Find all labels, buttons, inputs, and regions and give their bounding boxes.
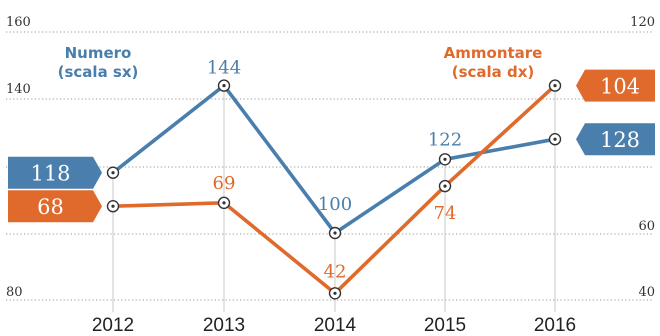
point-dot-numero-2013 <box>222 84 226 88</box>
x-tick-2016: 2016 <box>534 315 576 336</box>
x-axis: 2012 2013 2014 2015 2016 <box>92 315 576 336</box>
point-dot-numero-2015 <box>443 157 447 161</box>
point-dot-ammontare-2016 <box>553 84 557 88</box>
label-numero-2012-box <box>8 156 102 189</box>
left-tick-80: 80 <box>6 285 23 300</box>
label-numero-2012: 118 <box>30 162 70 186</box>
left-tick-160: 160 <box>6 15 31 30</box>
legend-ammontare: Ammontare <box>444 44 543 62</box>
left-tick-140: 140 <box>6 82 31 97</box>
label-ammontare-2014: 42 <box>324 261 347 282</box>
data-labels: 118 144 100 122 128 68 69 42 74 104 <box>8 58 655 282</box>
x-tick-2014: 2014 <box>314 315 357 336</box>
legend-ammontare-scale: (scala dx) <box>452 63 535 81</box>
right-tick-120: 120 <box>630 15 655 30</box>
point-dot-numero-2012 <box>111 171 115 175</box>
label-numero-2016-box <box>576 123 655 156</box>
label-ammontare-2016: 104 <box>600 75 640 99</box>
x-tick-2012: 2012 <box>92 315 134 336</box>
series-points <box>106 79 562 300</box>
x-tick-2015: 2015 <box>424 315 466 336</box>
legend-numero: Numero <box>65 44 132 62</box>
point-dot-ammontare-2013 <box>222 201 226 205</box>
point-dot-ammontare-2014 <box>333 291 337 295</box>
label-ammontare-2012: 68 <box>37 195 64 219</box>
point-dot-ammontare-2015 <box>443 184 447 188</box>
label-numero-2013: 144 <box>207 58 241 79</box>
point-dot-numero-2014 <box>333 231 337 235</box>
right-tick-60: 60 <box>638 219 655 234</box>
point-dot-numero-2016 <box>553 137 557 141</box>
label-ammontare-2015: 74 <box>434 203 457 224</box>
point-dot-ammontare-2012 <box>111 204 115 208</box>
right-tick-40: 40 <box>638 285 655 300</box>
label-ammontare-2016-box <box>576 69 655 102</box>
label-numero-2014: 100 <box>318 194 352 215</box>
label-ammontare-2013: 69 <box>213 173 236 194</box>
label-numero-2016: 128 <box>600 128 640 152</box>
label-numero-2015: 122 <box>428 129 462 150</box>
x-tick-2013: 2013 <box>203 315 245 336</box>
legend-numero-scale: (scala sx) <box>58 63 139 81</box>
label-ammontare-2012-box <box>8 190 102 223</box>
